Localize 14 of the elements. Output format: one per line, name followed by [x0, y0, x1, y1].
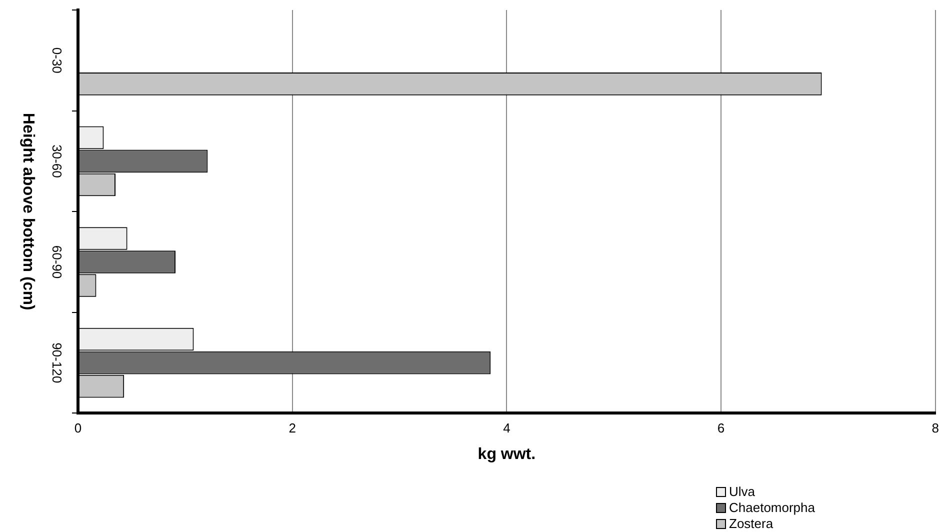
- x-axis-title: kg wwt.: [478, 446, 536, 463]
- y-tick-label: 90-120: [49, 342, 64, 384]
- y-tick-label: 0-30: [49, 47, 64, 74]
- x-tick-label: 6: [717, 420, 725, 436]
- x-tick-label: 8: [932, 420, 939, 436]
- x-tick-label: 4: [503, 420, 510, 436]
- y-tick-label: 30-60: [49, 144, 64, 178]
- legend-label: Zostera: [729, 516, 774, 532]
- x-tick-label: 2: [288, 420, 296, 436]
- x-tick-label: 0: [74, 420, 82, 436]
- y-axis-title: Height above bottom (cm): [20, 112, 37, 310]
- legend-label: Ulva: [729, 484, 756, 500]
- legend-label: Chaetomorpha: [729, 500, 815, 516]
- y-tick-label: 60-90: [49, 245, 64, 279]
